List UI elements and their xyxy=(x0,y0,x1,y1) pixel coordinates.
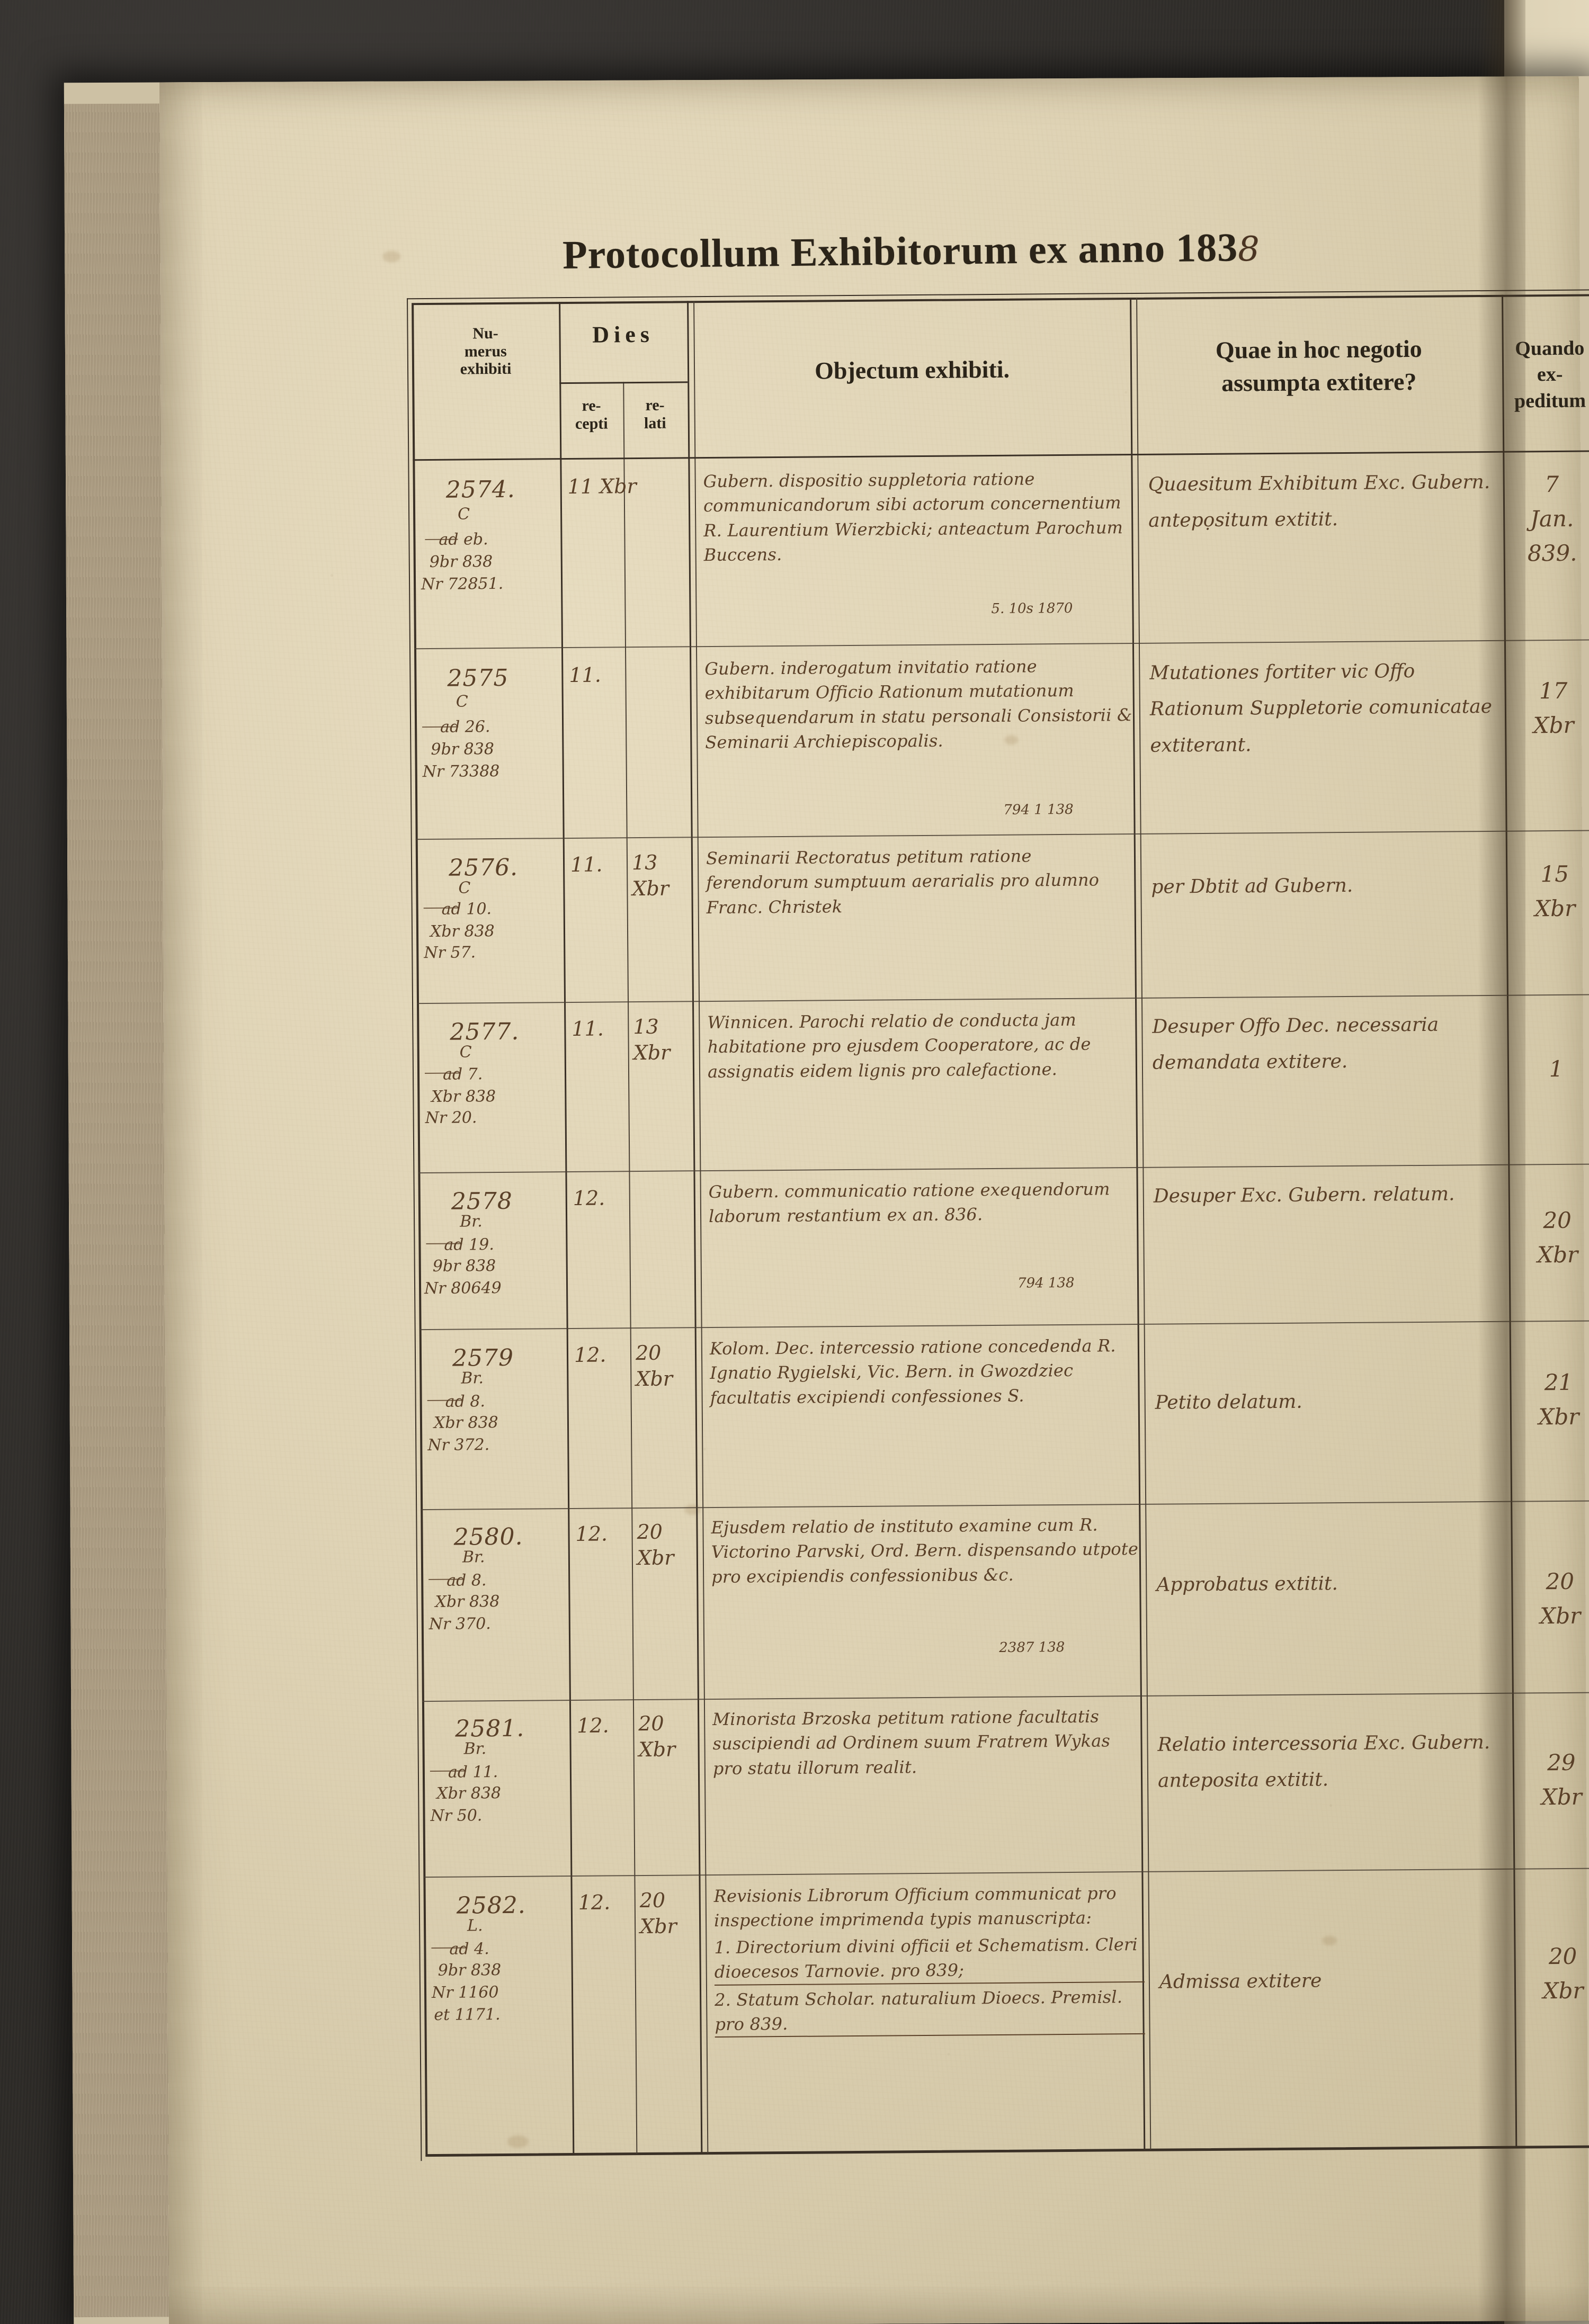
header-objectum: Objectum exhibiti. xyxy=(814,355,1010,384)
cell-objectum-note: 5. 10s 1870 xyxy=(991,600,1073,617)
cell-ref-date: Xbr 838 xyxy=(433,1413,498,1432)
cell-dies-recepti: 11. xyxy=(569,663,601,687)
cell-ref-ad: ad 8. xyxy=(445,1392,486,1411)
cell-ref-nr: Nr 20. xyxy=(425,1108,477,1128)
cell-ref-nr: Nr 370. xyxy=(429,1614,491,1634)
cell-ref-date: 9br 838 xyxy=(431,740,494,759)
cell-ref-ad: ad 11. xyxy=(448,1763,498,1782)
bound-volume: Protocollum Exhibitorum ex anno 1838 xyxy=(64,76,1589,2324)
cell-dies-recepti: 12. xyxy=(578,1890,611,1914)
cell-quae: Approbatus extitit. xyxy=(1156,1573,1338,1596)
page-title: Protocollum Exhibitorum ex anno 1838 xyxy=(563,221,1569,279)
cell-ref-mark: C xyxy=(459,1043,472,1062)
cell-quae: Quaesitum Exhibitum Exc. Gubern. antepọ… xyxy=(1148,471,1490,532)
cell-quae: per Dbtit ad Gubern. xyxy=(1151,874,1353,898)
cell-quae: Desuper Exc. Gubern. relatum. xyxy=(1153,1183,1455,1207)
cell-objectum: Seminarii Rectoratus petitum ratione fer… xyxy=(706,846,1100,918)
cell-ref-ad: ad 4. xyxy=(449,1940,489,1959)
page-title-printed: Protocollum Exhibitorum ex anno 183 xyxy=(562,225,1238,277)
cell-ref-ad: ad 8. xyxy=(447,1571,487,1590)
cell-quae: Mutationes fortiter vic Offo Rationum Su… xyxy=(1149,660,1493,757)
cell-dies-recepti: 11. xyxy=(572,1017,604,1040)
cell-quae: Petito delatum. xyxy=(1155,1390,1302,1414)
cell-ref-nr: Nr 1160 xyxy=(431,1983,499,2003)
cell-ref-mark: C xyxy=(457,505,470,524)
header-dies: Dies xyxy=(592,321,655,348)
header-numerus: Nu- merus exhibiti xyxy=(460,324,512,378)
cell-objectum: Ejusdem relatio de instituto examine cum… xyxy=(711,1514,1139,1587)
cell-ref-date: Xbr 838 xyxy=(435,1592,500,1611)
cell-dies-recepti: 11. xyxy=(570,853,603,876)
cell-objectum: Winnicen. Parochi relatio de conducta ja… xyxy=(707,1009,1091,1082)
page-title-year-handwritten: 8 xyxy=(1237,229,1261,270)
cell-quando: 29 Xbr xyxy=(1541,1749,1582,1810)
cell-ref-mark: Br. xyxy=(462,1548,485,1567)
cell-ref-ad: ad 19. xyxy=(444,1235,494,1254)
cell-objectum-note: 794 1 138 xyxy=(1003,801,1074,818)
cell-objectum: Gubern. inderogatum invitatio ratione ex… xyxy=(704,656,1132,753)
cell-dies-recepti: 12. xyxy=(577,1713,609,1737)
cell-objectum: Gubern. communicatio ratione exequendoru… xyxy=(708,1179,1110,1227)
header-dies-relati: re- lati xyxy=(644,396,666,432)
cell-ref-nr: Nr 72851. xyxy=(421,574,504,594)
cell-dies-relati: 20 Xbr xyxy=(637,1520,674,1570)
cell-dies-recepti: 11 Xbr xyxy=(567,474,637,499)
cell-objectum-lead: Revisionis Librorum Officium communicat … xyxy=(713,1883,1117,1931)
cell-dies-recepti: 12. xyxy=(574,1343,606,1367)
cell-ref-mark: Br. xyxy=(461,1369,484,1388)
cell-ref-mark: Br. xyxy=(463,1739,487,1758)
cell-ref-mark: C xyxy=(456,692,468,711)
cell-objectum-note: 794 138 xyxy=(1017,1275,1075,1291)
cell-dies-recepti: 12. xyxy=(573,1186,605,1210)
cell-dies-relati: 20 Xbr xyxy=(638,1711,676,1762)
cell-ref-date: Xbr 838 xyxy=(431,1087,496,1106)
cell-objectum-note: 2387 138 xyxy=(999,1639,1065,1656)
header-dies-recepti: re- cepti xyxy=(575,397,608,433)
header-quae: Quae in hoc negotio assumpta extitere? xyxy=(1215,335,1422,397)
cell-numerus: 2574. xyxy=(445,475,515,504)
cell-dies-recepti: 12. xyxy=(575,1522,608,1546)
cell-dies-relati: 13 Xbr xyxy=(631,850,669,901)
cell-numerus: 2575 xyxy=(447,664,509,692)
cell-ref-mark: Br. xyxy=(459,1212,483,1231)
cell-objectum: Kolom. Dec. intercessio ratione conceden… xyxy=(709,1335,1116,1408)
cell-objectum-item-1: 1. Directorium divini officii et Schemat… xyxy=(714,1932,1145,1986)
cell-ref-date: Xbr 838 xyxy=(430,922,495,941)
protocol-table: Nu- merus exhibiti Dies re- cepti re- la… xyxy=(407,289,1589,2161)
manuscript-leaf: Protocollum Exhibitorum ex anno 1838 xyxy=(159,76,1589,2324)
cell-dies-relati: 20 Xbr xyxy=(639,1888,677,1939)
cell-quae: Relatio intercessoria Exc. Gubern. antep… xyxy=(1157,1731,1490,1792)
cell-ref-nr: Nr 372. xyxy=(427,1435,490,1455)
cell-ref-mark: C xyxy=(458,878,471,898)
cell-ref-nr: Nr 73388 xyxy=(422,761,500,782)
cell-dies-relati: 13 Xbr xyxy=(633,1015,671,1065)
cell-ref-nr: Nr 50. xyxy=(430,1806,483,1826)
cell-quando: 20 Xbr xyxy=(1542,1943,1584,2004)
cell-ref-nr2: et 1171. xyxy=(434,2005,501,2024)
cell-objectum: Gubern. dispositio suppletoria ratione c… xyxy=(703,469,1123,566)
cell-objectum: Revisionis Librorum Officium communicat … xyxy=(714,1881,1145,2038)
book-gutter-shadow xyxy=(1478,0,1525,2324)
cell-ref-nr: Nr 57. xyxy=(424,943,476,963)
cell-objectum: Minorista Brzoska petitum ratione facult… xyxy=(712,1706,1111,1779)
cell-quae: Admissa extitere xyxy=(1159,1970,1322,1993)
cell-ref-date: Xbr 838 xyxy=(436,1784,502,1803)
cell-quae: Desuper Offo Dec. necessaria demandata e… xyxy=(1152,1013,1439,1074)
cell-ref-date: 9br 838 xyxy=(432,1257,496,1276)
cell-ref-nr: Nr 80649 xyxy=(424,1278,502,1298)
cell-ref-ad: ad 7. xyxy=(442,1065,483,1084)
cell-objectum-item-2: 2. Statum Scholar. naturalium Dioecs. Pr… xyxy=(714,1984,1145,2038)
cell-ref-ad: ad 10. xyxy=(441,900,492,919)
cell-ref-date: 9br 838 xyxy=(429,552,493,571)
cell-dies-relati: 20 Xbr xyxy=(635,1341,673,1391)
cell-ref-date: 9br 838 xyxy=(438,1961,502,1980)
cell-ref-mark: L. xyxy=(467,1916,483,1935)
